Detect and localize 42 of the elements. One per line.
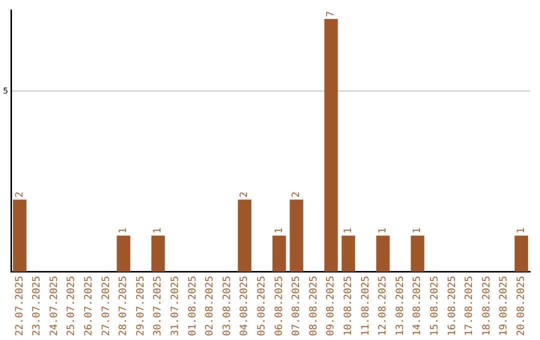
x-tick-label: 10.08.2025	[342, 276, 354, 336]
x-tick-label: 09.08.2025	[326, 276, 337, 336]
x-tick-label: 07.08.2025	[291, 276, 302, 336]
data-label: 2	[291, 192, 302, 198]
x-tick-label: 26.07.2025	[84, 276, 95, 336]
x-tick-label: 29.07.2025	[135, 276, 146, 336]
x-tick-label: 11.08.2025	[360, 276, 372, 336]
x-tick-label: 05.08.2025	[256, 276, 268, 336]
data-label: 1	[118, 228, 130, 234]
x-tick-label: 17.08.2025	[464, 276, 476, 336]
x-tick-label: 19.08.2025	[498, 276, 510, 336]
x-tick-label: 20.08.2025	[516, 276, 527, 336]
x-tick-label: 27.07.2025	[100, 276, 112, 336]
x-tick-label: 16.08.2025	[446, 276, 458, 336]
x-tick-label: 18.08.2025	[481, 276, 492, 336]
data-label: 7	[326, 10, 337, 18]
x-tick-label: 23.07.2025	[32, 276, 43, 336]
x-tick-label: 08.08.2025	[308, 276, 320, 336]
data-label: 1	[412, 228, 424, 234]
x-tick-label: 01.08.2025	[187, 276, 198, 336]
x-tick-label: 06.08.2025	[274, 276, 285, 336]
x-tick-label: 28.07.2025	[118, 276, 130, 336]
x-tick-label: 02.08.2025	[204, 276, 216, 336]
x-tick-label: 30.07.2025	[152, 276, 164, 336]
y-tick-label: 5	[2, 86, 8, 96]
data-label: 1	[152, 228, 164, 234]
x-tick-label: 15.08.2025	[429, 276, 440, 336]
data-label: 1	[342, 228, 354, 234]
data-label: 2	[14, 192, 26, 198]
x-tick-label: 22.07.2025	[14, 276, 26, 336]
x-tick-label: 25.07.2025	[66, 276, 78, 336]
x-tick-label: 03.08.2025	[222, 276, 233, 336]
data-label: 1	[516, 228, 527, 234]
x-tick-label: 13.08.2025	[394, 276, 406, 336]
data-label: 1	[378, 228, 389, 234]
x-tick-label: 24.07.2025	[48, 276, 60, 336]
data-label: 1	[274, 228, 285, 234]
data-label: 2	[239, 192, 250, 198]
x-tick-label: 14.08.2025	[412, 276, 424, 336]
x-tick-label: 04.08.2025	[239, 276, 250, 336]
x-tick-label: 31.07.2025	[170, 276, 182, 336]
x-tick-label: 12.08.2025	[378, 276, 389, 336]
